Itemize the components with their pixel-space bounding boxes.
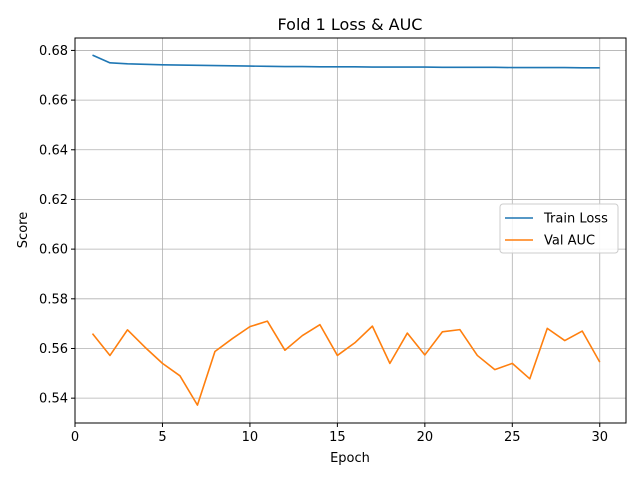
- legend-label-train-loss: Train Loss: [543, 212, 608, 227]
- x-tick-label: 20: [417, 430, 434, 445]
- legend-label-val-auc: Val AUC: [544, 234, 595, 249]
- x-tick-label: 5: [158, 430, 166, 445]
- y-tick-label: 0.58: [39, 292, 68, 307]
- x-axis-label: Epoch: [330, 451, 370, 466]
- y-axis-label: Score: [16, 212, 31, 248]
- x-axis: 0 5 10 15 20 25 30: [71, 423, 608, 445]
- y-tick-label: 0.54: [39, 392, 68, 407]
- x-tick-label: 30: [591, 430, 608, 445]
- plot-frame: [74, 37, 627, 424]
- series-line-val-auc: [91, 320, 601, 406]
- legend: Train Loss Val AUC: [499, 203, 619, 254]
- x-tick-label: 25: [504, 430, 521, 445]
- y-tick-label: 0.64: [39, 143, 68, 158]
- x-tick-label: 0: [71, 430, 79, 445]
- x-tick-label: 10: [242, 430, 259, 445]
- y-tick-label: 0.56: [39, 342, 68, 357]
- y-tick-label: 0.68: [39, 44, 68, 59]
- y-tick-label: 0.60: [39, 243, 68, 258]
- chart-title: Fold 1 Loss & AUC: [278, 15, 423, 34]
- y-axis: 0.54 0.56 0.58 0.60 0.62 0.64 0.66 0.68: [39, 44, 75, 407]
- y-tick-label: 0.66: [39, 94, 68, 109]
- series-line-train-loss: [92, 54, 600, 69]
- series-layer: [91, 54, 601, 406]
- x-tick-label: 15: [329, 430, 346, 445]
- y-tick-label: 0.62: [39, 193, 68, 208]
